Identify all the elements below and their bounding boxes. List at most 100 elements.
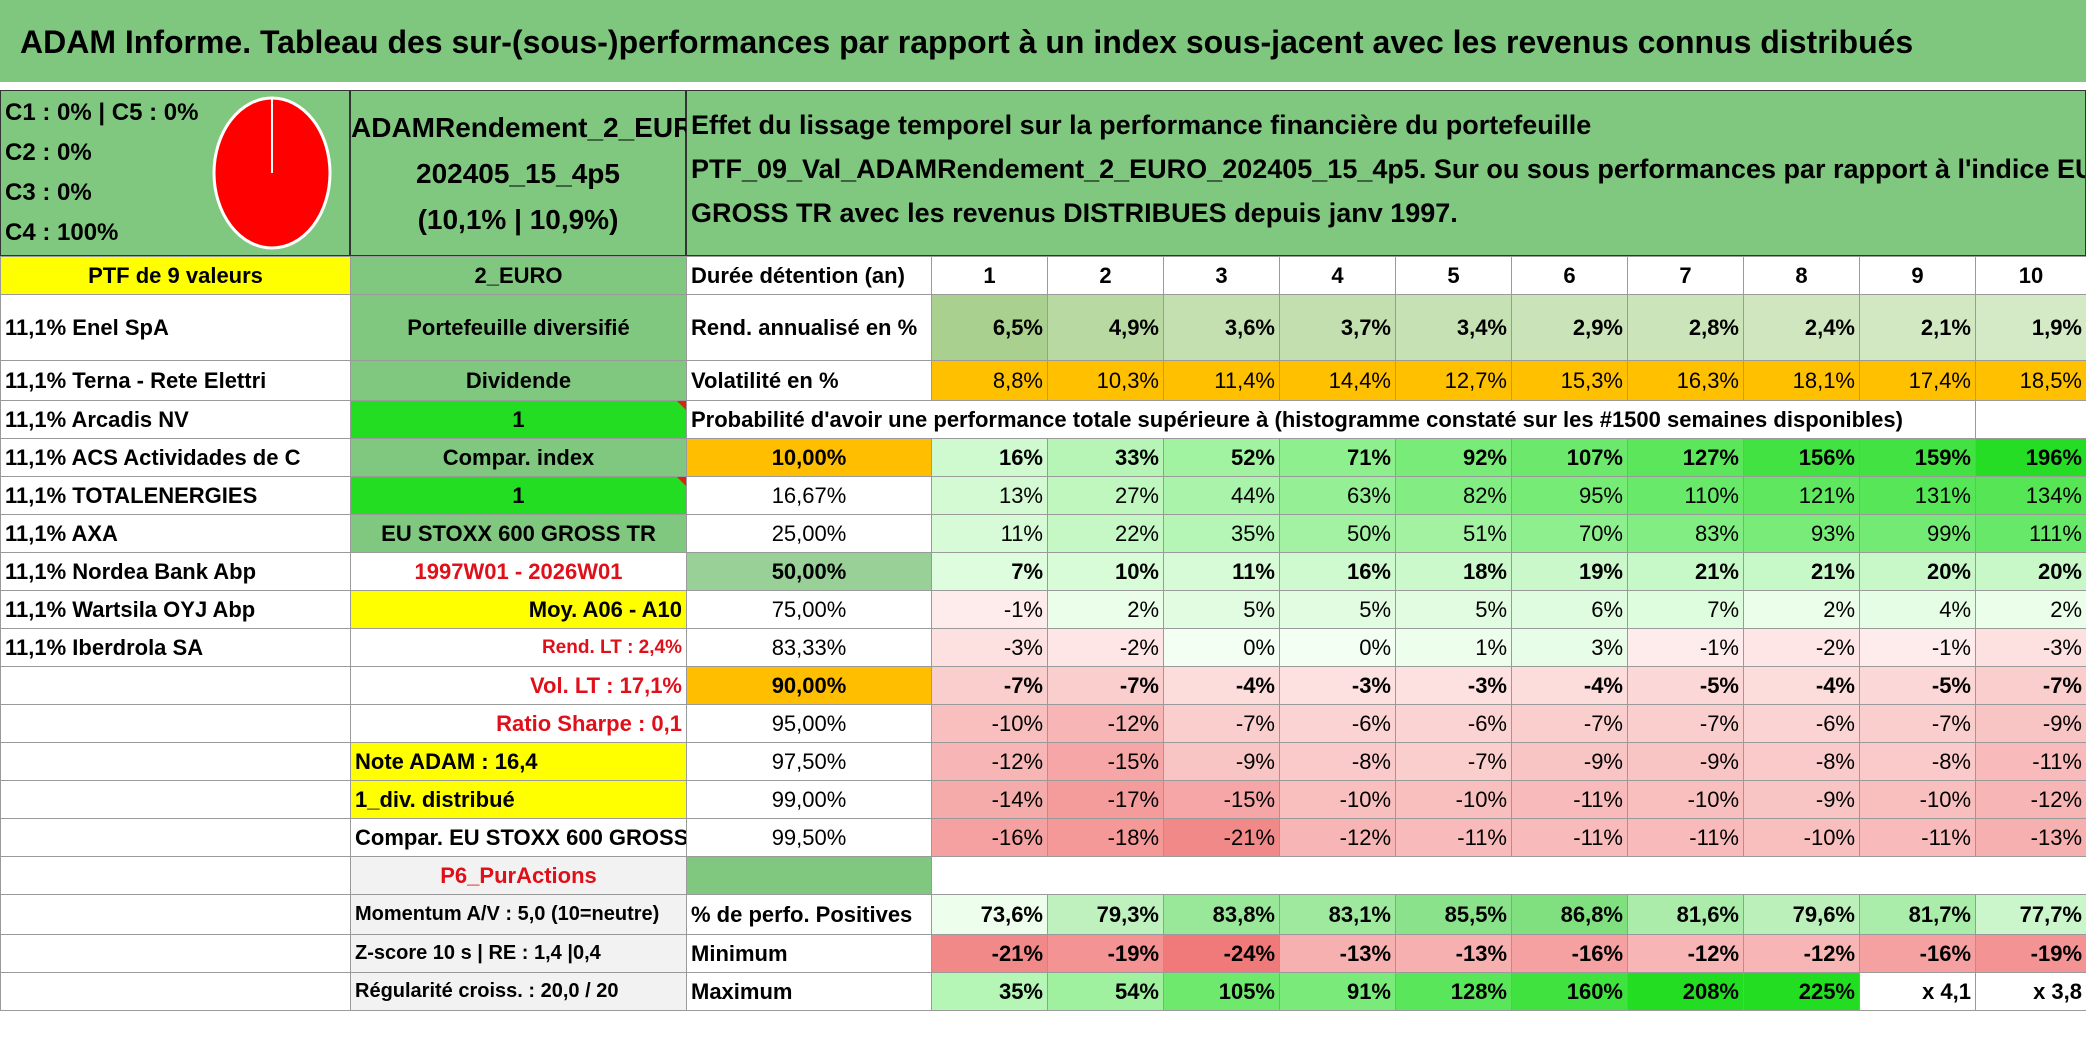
rend-value: 3,4% — [1395, 294, 1512, 361]
minimum-value: -24% — [1163, 934, 1280, 973]
info-cell: 1997W01 - 2026W01 — [350, 552, 687, 591]
info-cell: Ratio Sharpe : 0,1 — [350, 704, 687, 743]
rend-value: 3,6% — [1163, 294, 1280, 361]
quantile-value: -6% — [1395, 704, 1512, 743]
minimum-value: -13% — [1279, 934, 1396, 973]
quantile-value: 159% — [1859, 438, 1976, 477]
quantile-value: -1% — [1627, 628, 1744, 667]
quantile-value: -18% — [1047, 818, 1164, 857]
description-line: PTF_09_Val_ADAMRendement_2_EURO_202405_1… — [691, 154, 2085, 184]
quantile-value: -5% — [1627, 666, 1744, 705]
quantile-value: 16% — [1279, 552, 1396, 591]
quantile-value: 5% — [1163, 590, 1280, 629]
legend-line: C3 : 0% — [5, 179, 92, 206]
quantile-value: -9% — [1975, 704, 2086, 743]
rend-value: 6,5% — [931, 294, 1048, 361]
table-row: Momentum A/V : 5,0 (10=neutre)% de perfo… — [0, 894, 2086, 935]
description-line: Effet du lissage temporel sur la perform… — [691, 110, 1592, 140]
quantile-value: 20% — [1975, 552, 2086, 591]
positive-value: 83,8% — [1163, 894, 1280, 935]
quantile-value: -4% — [1743, 666, 1860, 705]
quantile-threshold: 99,50% — [686, 818, 932, 857]
empty-cell — [0, 894, 351, 935]
maximum-value: 54% — [1047, 972, 1164, 1011]
holding-cell: 11,1% Wartsila OYJ Abp — [0, 590, 351, 629]
maximum-value: 35% — [931, 972, 1048, 1011]
quantile-value: 131% — [1859, 476, 1976, 515]
table-row: Note ADAM : 16,4 97,50% -12% -15% -9% -8% -7% -… — [0, 742, 2086, 781]
quantile-threshold: 16,67% — [686, 476, 932, 515]
empty-cell — [0, 742, 351, 781]
description-line: GROSS TR avec les revenus DISTRIBUES dep… — [691, 198, 1458, 228]
info-cell: 1 — [350, 476, 687, 515]
info-cell: Z-score 10 s | RE : 1,4 |0,4 — [350, 934, 687, 973]
quantile-value: -14% — [931, 780, 1048, 819]
vol-value: 18,5% — [1975, 360, 2086, 401]
quantile-value: -3% — [1279, 666, 1396, 705]
table-row: PTF de 9 valeurs 2_EURO Durée détention (a… — [0, 256, 2086, 295]
year-header: 5 — [1395, 256, 1512, 295]
info-cell: Note ADAM : 16,4 — [350, 742, 687, 781]
quantile-value: -16% — [931, 818, 1048, 857]
minimum-value: -19% — [1047, 934, 1164, 973]
quantile-value: -3% — [931, 628, 1048, 667]
vol-value: 14,4% — [1279, 360, 1396, 401]
quantile-value: 33% — [1047, 438, 1164, 477]
quantile-value: -7% — [1511, 704, 1628, 743]
quantile-value: -15% — [1047, 742, 1164, 781]
quantile-value: -1% — [931, 590, 1048, 629]
minimum-value: -12% — [1627, 934, 1744, 973]
quantile-value: -15% — [1163, 780, 1280, 819]
quantile-value: -4% — [1511, 666, 1628, 705]
quantile-threshold: 25,00% — [686, 514, 932, 553]
portfolio-name-box: ADAMRendement_2_EURO_ 202405_15_4p5 (10,… — [350, 90, 731, 256]
holding-cell: 11,1% Arcadis NV — [0, 400, 351, 439]
quantile-value: -10% — [1395, 780, 1512, 819]
quantile-threshold: 50,00% — [686, 552, 932, 591]
quantile-value: -6% — [1279, 704, 1396, 743]
quantile-value: 70% — [1511, 514, 1628, 553]
quantile-value: -3% — [1395, 666, 1512, 705]
quantile-value: 0% — [1163, 628, 1280, 667]
year-header: 7 — [1627, 256, 1744, 295]
table-row: 11,1% AXA EU STOXX 600 GROSS TR 25,00% 11% 2… — [0, 514, 2086, 553]
empty-cell — [0, 780, 351, 819]
quantile-value: 134% — [1975, 476, 2086, 515]
quantile-value: -2% — [1047, 628, 1164, 667]
holding-cell: 11,1% TOTALENERGIES — [0, 476, 351, 515]
portfolio-name-line: (10,1% | 10,9%) — [417, 204, 619, 235]
quantile-value: 107% — [1511, 438, 1628, 477]
portfolio-name-line: 202405_15_4p5 — [416, 158, 620, 189]
quantile-value: 1% — [1395, 628, 1512, 667]
quantile-value: 110% — [1627, 476, 1744, 515]
quantile-value: -10% — [1279, 780, 1396, 819]
quantile-value: -11% — [1395, 818, 1512, 857]
quantile-value: 22% — [1047, 514, 1164, 553]
positive-value: 83,1% — [1279, 894, 1396, 935]
table-row: 11,1% Nordea Bank Abp 1997W01 - 2026W01 50… — [0, 552, 2086, 591]
quantile-threshold: 97,50% — [686, 742, 932, 781]
quantile-value: 196% — [1975, 438, 2086, 477]
empty-cell — [0, 972, 351, 1011]
minimum-value: -13% — [1395, 934, 1512, 973]
rend-value: 2,1% — [1859, 294, 1976, 361]
quantile-value: -9% — [1163, 742, 1280, 781]
table-row: 11,1% Arcadis NV 1 Probabilité d'avoir une… — [0, 400, 2086, 439]
ptf-count-label: PTF de 9 valeurs — [0, 256, 351, 295]
quantile-value: -3% — [1975, 628, 2086, 667]
quantile-value: 156% — [1743, 438, 1860, 477]
table-row: 11,1% Iberdrola SA Rend. LT : 2,4% 83,33% -… — [0, 628, 2086, 667]
allocation-pie-chart — [211, 95, 333, 251]
quantile-value: -6% — [1743, 704, 1860, 743]
quantile-value: 127% — [1627, 438, 1744, 477]
info-cell: Régularité croiss. : 20,0 / 20 — [350, 972, 687, 1011]
maximum-value: x 4,1 — [1859, 972, 1976, 1011]
info-cell: Dividende — [350, 360, 687, 401]
vol-value: 10,3% — [1047, 360, 1164, 401]
table-row: Compar. EU STOXX 600 GROSS TR99,50%-16%-… — [0, 818, 2086, 857]
report-title: ADAM Informe. Tableau des sur-(sous-)per… — [0, 0, 2086, 84]
positive-value: 79,3% — [1047, 894, 1164, 935]
quantile-value: 95% — [1511, 476, 1628, 515]
quantile-value: -9% — [1743, 780, 1860, 819]
quantile-value: 44% — [1163, 476, 1280, 515]
